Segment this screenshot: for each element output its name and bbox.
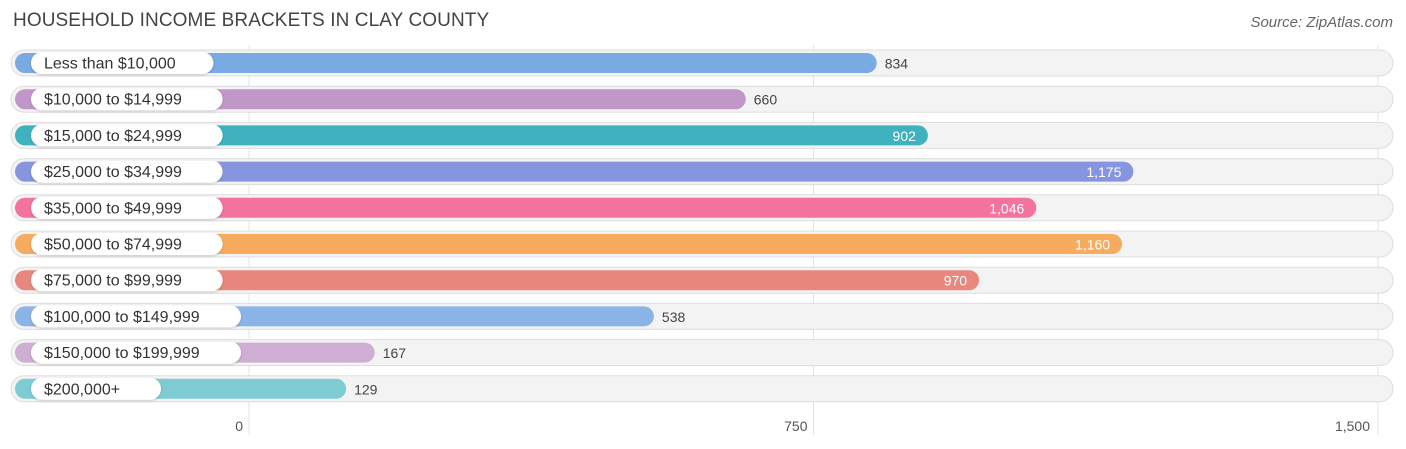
bar-row: $10,000 to $14,999 660	[10, 85, 1394, 113]
value-label: 660	[754, 92, 778, 108]
bar-row: $25,000 to $34,999 1,175	[10, 158, 1394, 186]
x-tick-label: 0	[235, 418, 243, 434]
value-label: 538	[662, 309, 686, 325]
bar	[15, 53, 877, 73]
category-label: $50,000 to $74,999	[44, 237, 182, 254]
value-label: 167	[383, 345, 407, 361]
category-label: Less than $10,000	[44, 56, 176, 73]
category-label: $10,000 to $14,999	[44, 92, 182, 109]
bar-row: Less than $10,000 834	[10, 49, 1394, 77]
bar	[15, 125, 928, 146]
bar-row: $35,000 to $49,999 1,046	[10, 194, 1394, 222]
bar-row: $150,000 to $199,999 167	[10, 339, 1394, 367]
category-label: $25,000 to $34,999	[44, 164, 182, 181]
value-label: 129	[354, 381, 378, 397]
bar-row: $75,000 to $99,999 970	[10, 266, 1394, 294]
value-label: 970	[944, 273, 968, 289]
value-label: 902	[893, 128, 917, 144]
bar	[15, 270, 980, 291]
category-label: $75,000 to $99,999	[44, 273, 182, 290]
bar-row: $15,000 to $24,999 902	[10, 121, 1394, 149]
bar-row: $50,000 to $74,999 1,160	[10, 230, 1394, 258]
bar-track	[10, 375, 1394, 403]
x-tick-label: 750	[784, 418, 808, 434]
bar-row: $100,000 to $149,999 538	[10, 302, 1394, 330]
value-label: 1,046	[989, 200, 1024, 216]
category-label-bg	[31, 233, 223, 255]
category-label: $100,000 to $149,999	[44, 309, 200, 326]
value-label: 1,160	[1075, 237, 1110, 253]
category-label-bg	[31, 377, 161, 400]
category-label-bg	[31, 269, 223, 292]
category-label-bg	[31, 160, 223, 183]
value-label: 834	[885, 56, 909, 72]
category-label-bg	[31, 88, 223, 111]
category-label-bg	[31, 124, 223, 147]
chart-title: HOUSEHOLD INCOME BRACKETS IN CLAY COUNTY	[13, 10, 490, 31]
category-label-bg	[31, 341, 241, 364]
category-label: $150,000 to $199,999	[44, 345, 200, 362]
value-label: 1,175	[1086, 164, 1121, 180]
chart-source: Source: ZipAtlas.com	[1250, 14, 1393, 31]
category-label: $200,000+	[44, 381, 120, 398]
category-label-bg	[31, 196, 223, 219]
bar	[15, 234, 1123, 254]
category-label-bg	[31, 305, 241, 328]
bar	[15, 197, 1037, 218]
category-label: $15,000 to $24,999	[44, 128, 182, 145]
category-label: $35,000 to $49,999	[44, 200, 182, 217]
category-label-bg	[31, 52, 214, 74]
bar	[15, 161, 1134, 182]
x-tick-label: 1,500	[1335, 418, 1370, 434]
bar-row: $200,000+ 129	[10, 375, 1394, 403]
